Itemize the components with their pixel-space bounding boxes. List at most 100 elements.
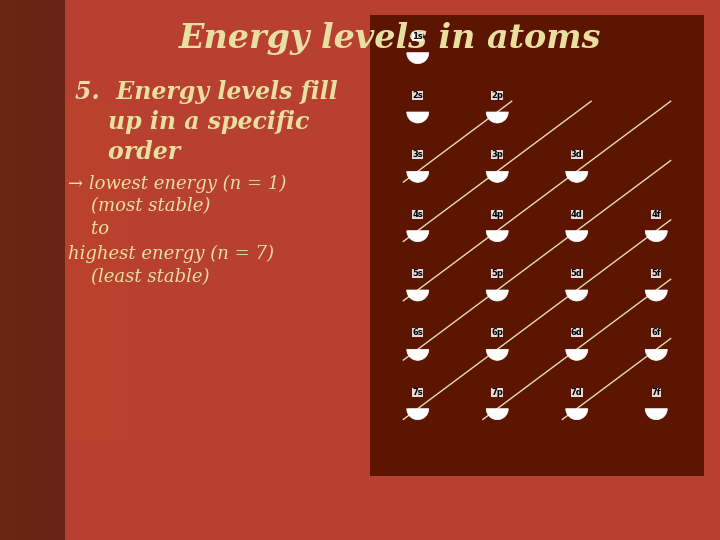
Bar: [51, 0, 52, 540]
Wedge shape: [645, 231, 667, 242]
Bar: [53, 0, 54, 540]
Bar: [98, 100, 100, 440]
Bar: [68, 100, 70, 440]
Bar: [24, 0, 26, 540]
Bar: [63, 0, 64, 540]
Text: 2s: 2s: [413, 91, 423, 100]
Bar: [31, 0, 32, 540]
Wedge shape: [645, 349, 667, 360]
Text: → lowest energy (n = 1): → lowest energy (n = 1): [68, 175, 287, 193]
Bar: [73, 100, 74, 440]
Wedge shape: [486, 349, 508, 360]
Bar: [57, 0, 58, 540]
Bar: [0, 0, 1, 540]
Text: 3s: 3s: [413, 150, 423, 159]
Bar: [96, 100, 99, 440]
Wedge shape: [566, 409, 588, 420]
Text: 1s: 1s: [413, 32, 423, 40]
Bar: [92, 100, 94, 440]
Text: 7s: 7s: [413, 388, 423, 397]
Bar: [116, 100, 118, 440]
Bar: [91, 100, 92, 440]
Bar: [39, 0, 40, 540]
Bar: [55, 0, 56, 540]
Bar: [101, 100, 103, 440]
Bar: [77, 100, 79, 440]
Text: highest energy (n = 7): highest energy (n = 7): [68, 245, 274, 263]
Bar: [78, 100, 81, 440]
Bar: [70, 100, 71, 440]
Wedge shape: [407, 53, 428, 64]
Bar: [28, 0, 29, 540]
Bar: [50, 0, 51, 540]
Text: 4s: 4s: [413, 210, 423, 219]
Text: up in a specific: up in a specific: [75, 110, 310, 134]
Bar: [120, 100, 122, 440]
Bar: [122, 100, 124, 440]
Wedge shape: [566, 290, 588, 301]
Bar: [99, 100, 102, 440]
Wedge shape: [566, 349, 588, 360]
Bar: [84, 100, 86, 440]
Text: 3p: 3p: [491, 150, 503, 159]
Bar: [44, 0, 45, 540]
Bar: [89, 100, 91, 440]
Bar: [58, 0, 59, 540]
Bar: [42, 0, 43, 540]
Text: (least stable): (least stable): [68, 268, 210, 286]
Bar: [35, 0, 36, 540]
Bar: [16, 0, 17, 540]
Bar: [104, 100, 106, 440]
Bar: [26, 0, 27, 540]
Bar: [4, 0, 5, 540]
Text: 7f: 7f: [652, 388, 661, 397]
Wedge shape: [486, 112, 508, 123]
Bar: [52, 0, 53, 540]
Bar: [37, 0, 38, 540]
Bar: [114, 100, 117, 440]
Wedge shape: [486, 171, 508, 183]
Text: 5f: 5f: [652, 269, 661, 278]
Text: Energy levels in atoms: Energy levels in atoms: [179, 22, 601, 55]
Bar: [106, 100, 107, 440]
Bar: [24, 0, 25, 540]
Bar: [5, 0, 6, 540]
Text: 7p: 7p: [491, 388, 503, 397]
Bar: [29, 0, 30, 540]
Bar: [3, 0, 4, 540]
Wedge shape: [407, 409, 428, 420]
Wedge shape: [486, 231, 508, 242]
Text: 5p: 5p: [491, 269, 503, 278]
Bar: [1, 0, 2, 540]
Bar: [17, 0, 18, 540]
Text: 5.  Energy levels fill: 5. Energy levels fill: [75, 80, 338, 104]
Wedge shape: [486, 290, 508, 301]
Bar: [107, 100, 109, 440]
Text: 7d: 7d: [571, 388, 582, 397]
Wedge shape: [486, 409, 508, 420]
Bar: [32, 0, 33, 540]
Text: 4f: 4f: [652, 210, 661, 219]
Wedge shape: [566, 231, 588, 242]
Wedge shape: [407, 290, 428, 301]
Bar: [88, 100, 89, 440]
Text: 4p: 4p: [491, 210, 503, 219]
Bar: [30, 0, 31, 540]
Bar: [8, 0, 9, 540]
Wedge shape: [407, 112, 428, 123]
Bar: [6, 0, 7, 540]
Bar: [0, 0, 65, 540]
Bar: [56, 0, 57, 540]
Bar: [60, 0, 61, 540]
Bar: [113, 100, 115, 440]
Bar: [2, 0, 4, 540]
Bar: [48, 0, 49, 540]
Bar: [370, 15, 704, 476]
Text: 6d: 6d: [571, 328, 582, 338]
Bar: [27, 0, 28, 540]
Bar: [20, 0, 21, 540]
Wedge shape: [407, 231, 428, 242]
Bar: [10, 0, 12, 540]
Bar: [41, 0, 42, 540]
Bar: [71, 100, 73, 440]
